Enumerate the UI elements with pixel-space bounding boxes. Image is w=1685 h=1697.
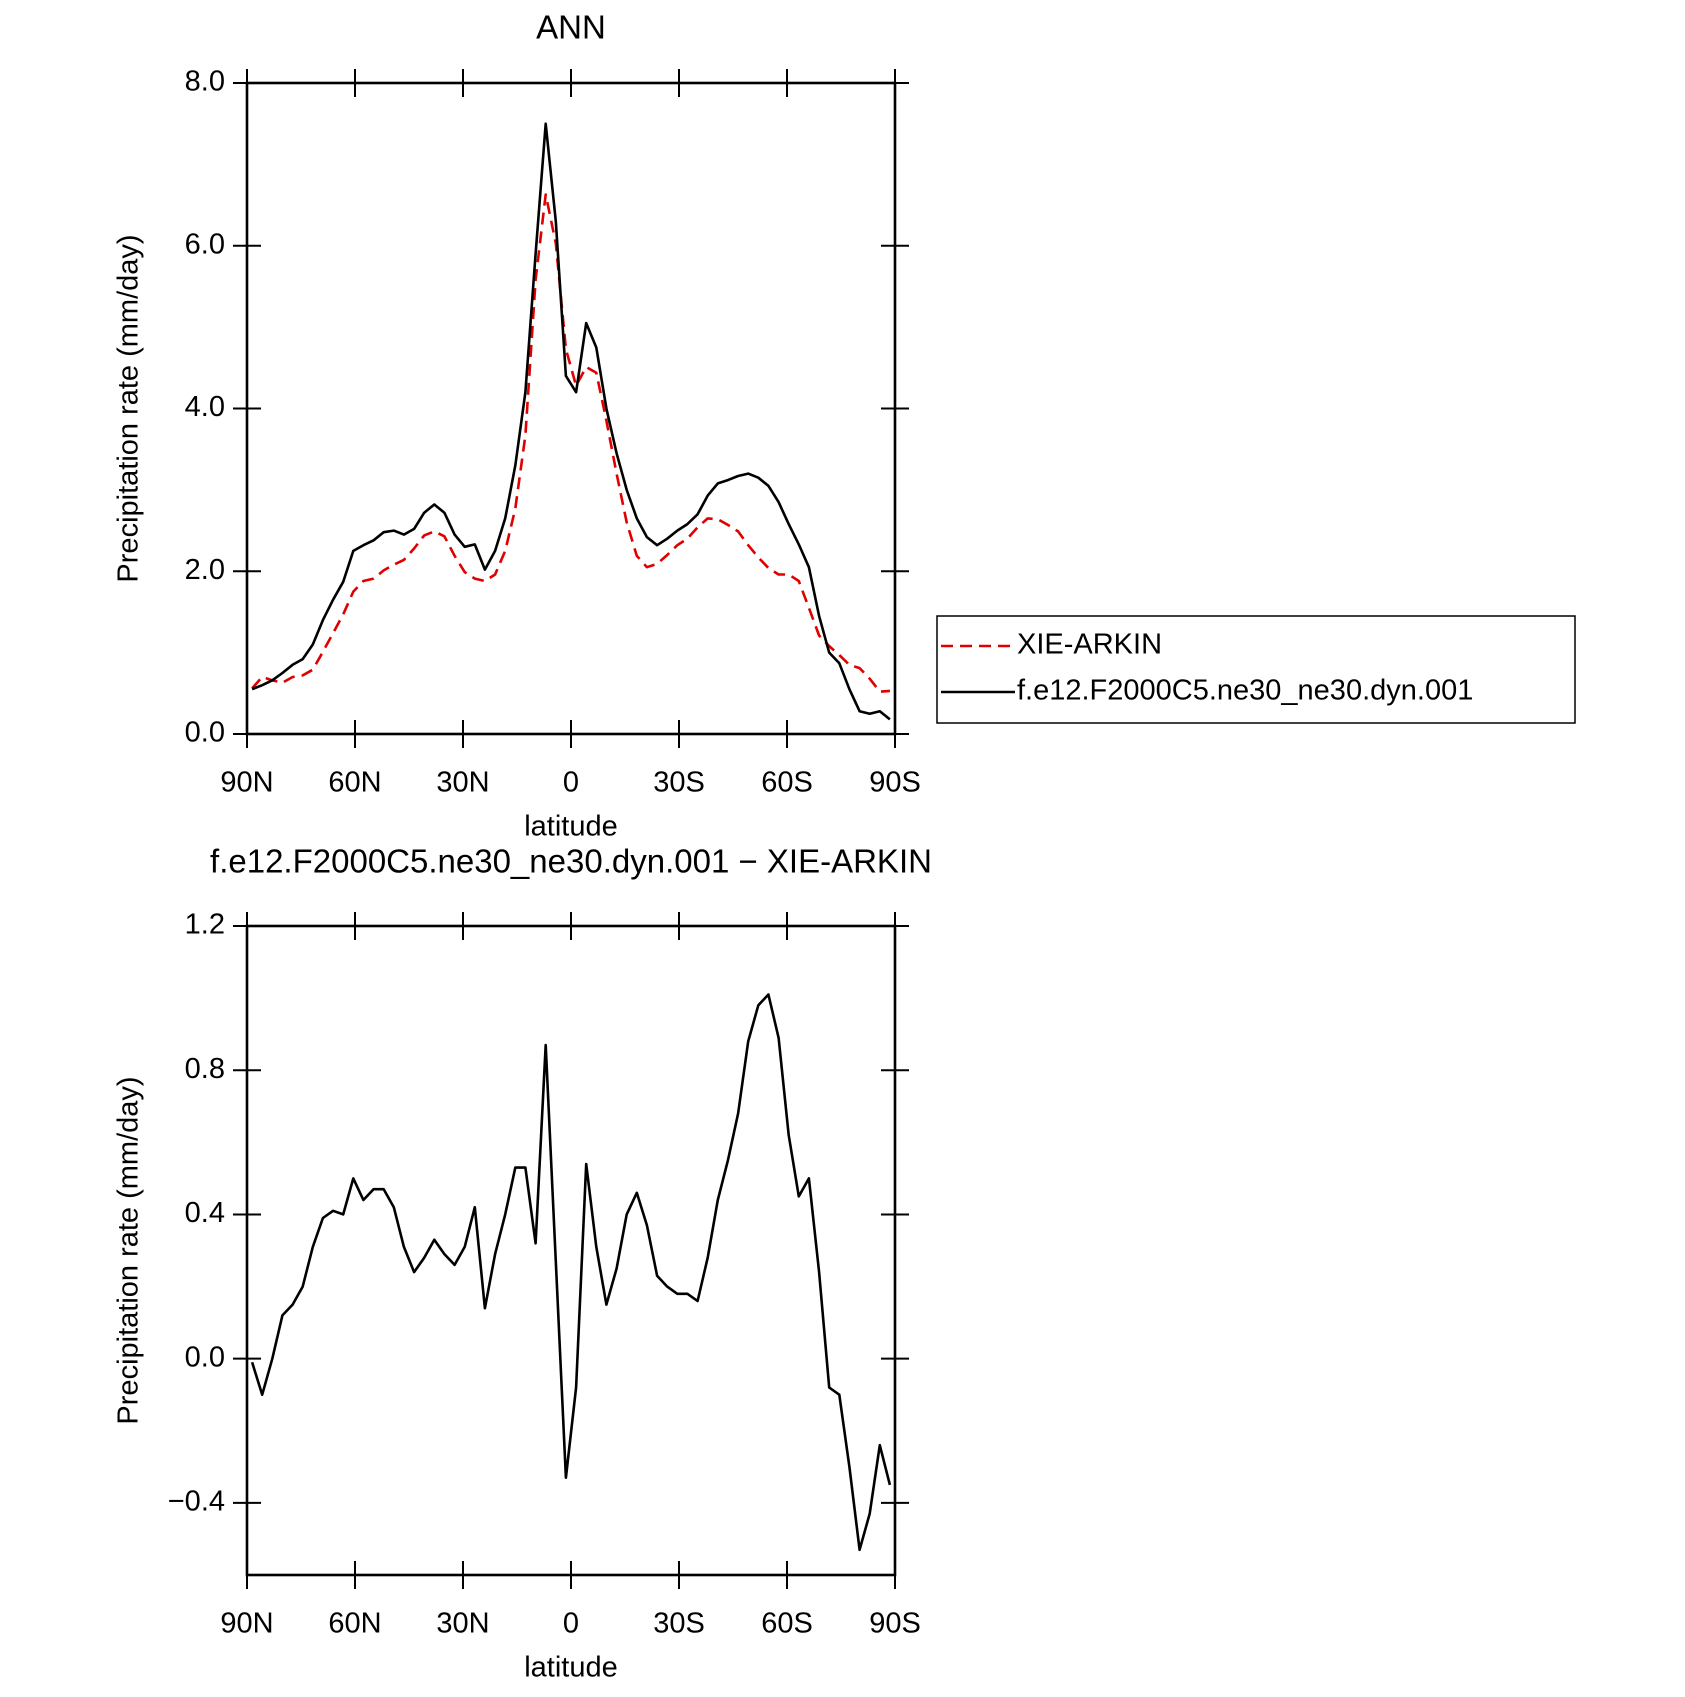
chart-title: ANN xyxy=(536,9,606,46)
y-axis-label: Precipitation rate (mm/day) xyxy=(113,1076,145,1424)
data-line xyxy=(250,993,892,1552)
y-tick-label: 0.8 xyxy=(185,1053,225,1085)
legend-label: XIE-ARKIN xyxy=(1017,629,1162,661)
x-tick-label: 0 xyxy=(563,1608,579,1640)
data-line xyxy=(251,122,891,721)
y-tick-label: −0.4 xyxy=(168,1486,225,1518)
y-tick-label: 0.0 xyxy=(185,717,225,749)
x-tick-label: 0 xyxy=(563,767,579,799)
chart-title: f.e12.F2000C5.ne30_ne30.dyn.001 − XIE-AR… xyxy=(210,843,932,880)
x-tick-label: 30S xyxy=(653,1608,705,1640)
x-tick-label: 30N xyxy=(436,767,489,799)
x-tick-label: 60N xyxy=(328,767,381,799)
y-axis-label: Precipitation rate (mm/day) xyxy=(113,234,145,582)
data-line xyxy=(251,193,891,693)
y-tick-label: 1.2 xyxy=(185,909,225,941)
x-tick-label: 30N xyxy=(436,1608,489,1640)
legend-label: f.e12.F2000C5.ne30_ne30.dyn.001 xyxy=(1017,675,1473,707)
x-tick-label: 90N xyxy=(220,767,273,799)
y-tick-label: 0.0 xyxy=(185,1341,225,1373)
plot-frame xyxy=(245,924,897,1577)
y-tick-label: 4.0 xyxy=(185,391,225,423)
x-tick-label: 90S xyxy=(869,1608,921,1640)
y-tick-label: 2.0 xyxy=(185,554,225,586)
x-tick-label: 90N xyxy=(220,1608,273,1640)
x-tick-label: 90S xyxy=(869,767,921,799)
y-tick-label: 8.0 xyxy=(185,66,225,98)
x-axis-label: latitude xyxy=(524,811,618,843)
x-tick-label: 60S xyxy=(761,767,813,799)
y-tick-label: 0.4 xyxy=(185,1197,225,1229)
x-axis-label: latitude xyxy=(524,1652,618,1684)
plot-frame xyxy=(245,81,897,736)
x-tick-label: 60N xyxy=(328,1608,381,1640)
legend-box xyxy=(936,615,1576,724)
y-tick-label: 6.0 xyxy=(185,228,225,260)
x-tick-label: 30S xyxy=(653,767,705,799)
x-tick-label: 60S xyxy=(761,1608,813,1640)
